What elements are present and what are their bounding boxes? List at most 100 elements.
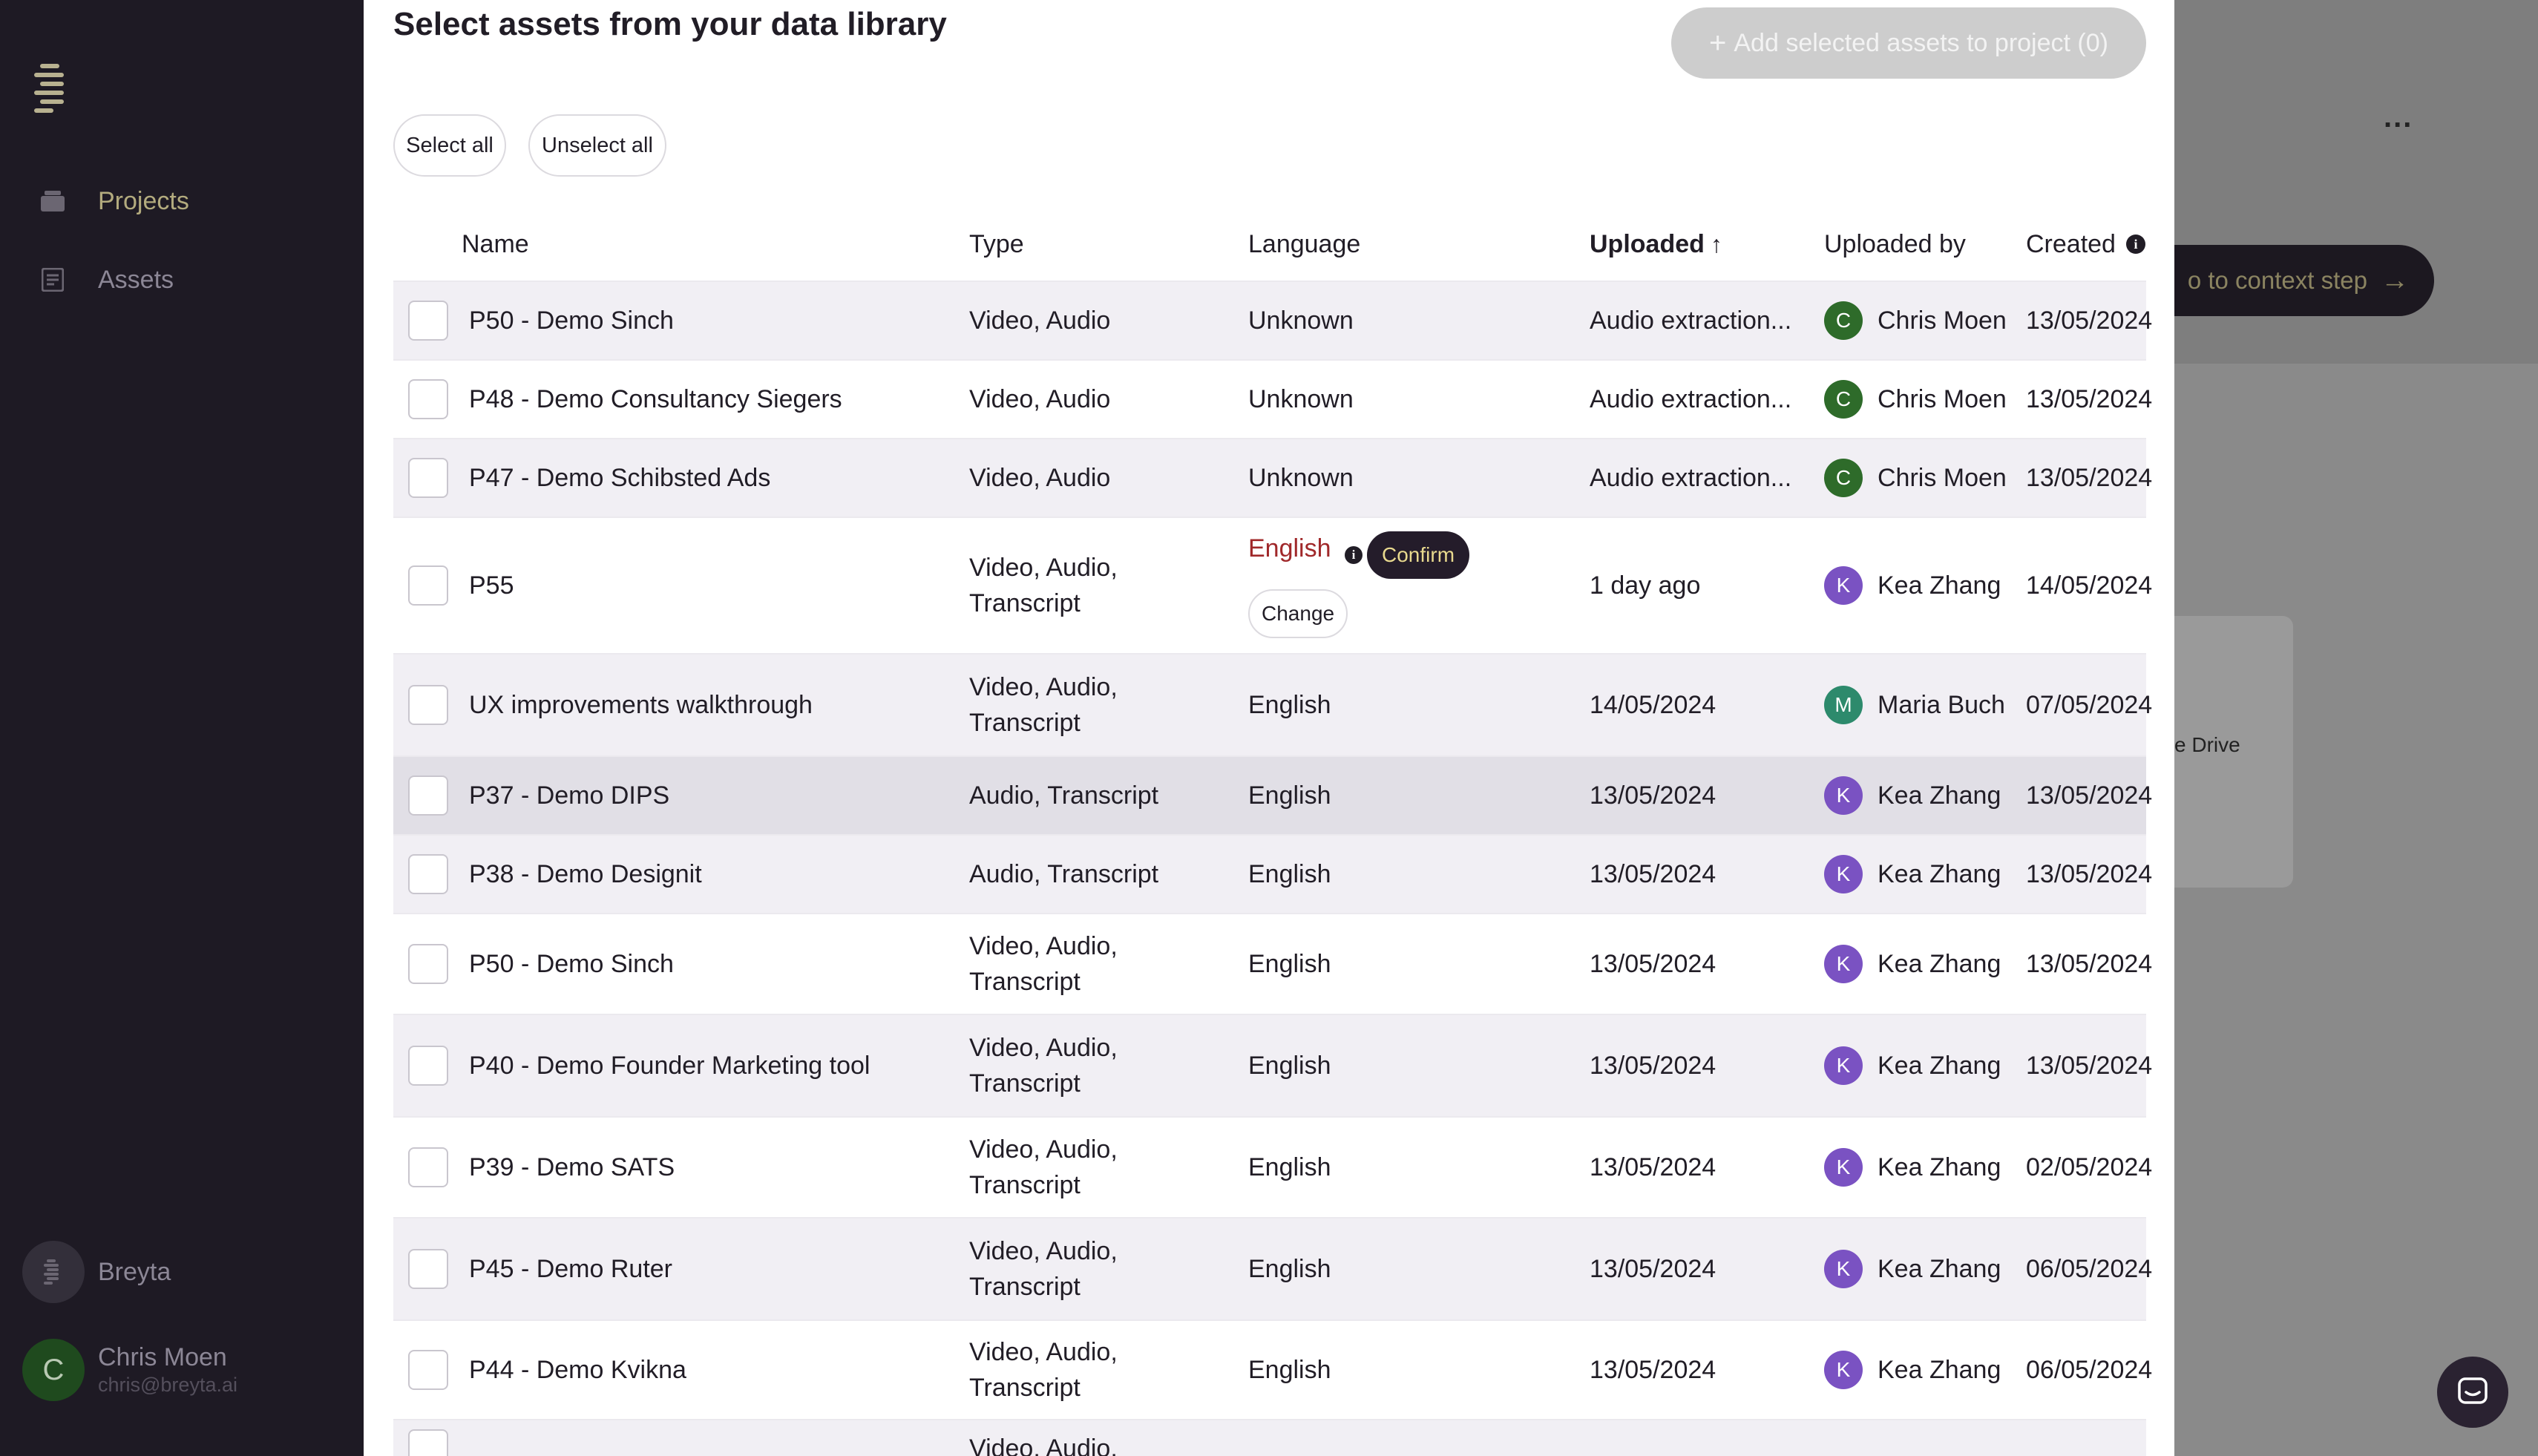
sidebar-item-assets[interactable]: Assets <box>37 258 174 302</box>
uploader-name: Chris Moen <box>1878 464 2007 492</box>
avatar: C <box>1824 459 1863 497</box>
row-checkbox[interactable] <box>408 685 448 725</box>
asset-type-text: Video, Audio, Transcript <box>969 1338 1118 1402</box>
asset-name-text: UX improvements walkthrough <box>469 691 813 719</box>
arrow-right-icon: → <box>2381 264 2409 296</box>
asset-language: English <box>1248 836 1560 913</box>
row-checkbox[interactable] <box>408 1147 448 1187</box>
asset-type-text: Video, Audio <box>969 464 1111 492</box>
avatar: K <box>1824 566 1863 605</box>
table-row[interactable]: UX improvements walkthrough Video, Audio,… <box>393 653 2152 755</box>
asset-name: P40 - Demo Founder Marketing tool <box>469 1015 929 1116</box>
row-checkbox[interactable] <box>408 301 448 341</box>
row-checkbox[interactable] <box>408 775 448 816</box>
row-checkbox[interactable] <box>408 1350 448 1390</box>
asset-uploaded-by: C Chris Moen <box>1824 361 2032 438</box>
asset-language: English <box>1248 1219 1560 1319</box>
asset-type-text: Video, Audio <box>969 385 1111 413</box>
select-all-button[interactable]: Select all <box>393 114 506 177</box>
asset-type: Video, Audio, Transcript <box>969 1219 1222 1319</box>
avatar: K <box>1824 945 1863 983</box>
info-icon[interactable]: i <box>2125 235 2145 254</box>
asset-uploaded: Audio extraction... <box>1590 439 1812 517</box>
add-button-label: Add selected assets to project (0) <box>1734 28 2108 57</box>
row-checkbox[interactable] <box>408 458 448 498</box>
asset-uploaded-text: Audio extraction... <box>1590 464 1792 492</box>
row-checkbox[interactable] <box>408 944 448 984</box>
row-checkbox[interactable] <box>408 1429 448 1456</box>
asset-language-text: Unknown <box>1248 385 1354 413</box>
asset-name-text: P50 - Demo Sinch <box>469 306 674 335</box>
avatar: C <box>22 1339 85 1401</box>
table-row[interactable]: Video, Audio, <box>393 1419 2146 1456</box>
asset-name: P39 - Demo SATS <box>469 1118 929 1217</box>
asset-name-text: P48 - Demo Consultancy Siegers <box>469 385 842 413</box>
column-header-type[interactable]: Type <box>969 208 1024 281</box>
change-language-button[interactable]: Change <box>1248 589 1348 638</box>
column-header-uploaded[interactable]: Uploaded ↑ <box>1590 208 1722 281</box>
table-row[interactable]: P48 - Demo Consultancy Siegers Video, Aud… <box>393 359 2152 438</box>
sidebar-item-projects[interactable]: Projects <box>37 179 189 223</box>
user-profile[interactable]: C Chris Moen chris@breyta.ai <box>22 1339 237 1401</box>
sort-ascending-icon: ↑ <box>1710 230 1722 258</box>
row-checkbox[interactable] <box>408 1046 448 1086</box>
column-header-created[interactable]: Created i <box>2026 208 2145 281</box>
asset-name: P48 - Demo Consultancy Siegers <box>469 361 929 438</box>
asset-uploaded-text: 1 day ago <box>1590 571 1701 600</box>
table-row[interactable]: P37 - Demo DIPS Audio, Transcript English 1… <box>393 755 2152 834</box>
asset-uploaded-by: K Kea Zhang <box>1824 914 2032 1014</box>
language-info-wrap: i <box>1345 546 1363 564</box>
more-options-icon[interactable]: ... <box>2384 101 2413 134</box>
asset-language: English <box>1248 914 1560 1014</box>
row-checkbox[interactable] <box>408 854 448 894</box>
asset-uploaded-text: 13/05/2024 <box>1590 1153 1716 1181</box>
avatar: K <box>1824 1250 1863 1288</box>
table-row[interactable]: P50 - Demo Sinch Video, Audio, Transcript… <box>393 913 2152 1014</box>
workspace-name: Breyta <box>98 1257 171 1286</box>
folder-icon <box>37 186 68 217</box>
add-selected-assets-button[interactable]: + Add selected assets to project (0) <box>1671 7 2146 79</box>
row-checkbox[interactable] <box>408 1249 448 1289</box>
table-row[interactable]: P40 - Demo Founder Marketing tool Video, … <box>393 1014 2152 1116</box>
workspace-switcher[interactable]: Breyta <box>22 1241 171 1303</box>
table-row[interactable]: P50 - Demo Sinch Video, Audio Unknown Audio… <box>393 281 2152 359</box>
table-row[interactable]: P45 - Demo Ruter Video, Audio, Transcript… <box>393 1217 2152 1319</box>
go-to-context-step-button[interactable]: o to context step → <box>2100 245 2434 316</box>
select-assets-modal: Select assets from your data library + A… <box>364 0 2174 1456</box>
asset-uploaded: 13/05/2024 <box>1590 1118 1812 1217</box>
uploader-name: Kea Zhang <box>1878 950 2001 978</box>
row-checkbox[interactable] <box>408 565 448 606</box>
asset-created-text: 07/05/2024 <box>2026 691 2153 719</box>
asset-language <box>1248 1420 1560 1456</box>
unselect-all-button[interactable]: Unselect all <box>528 114 666 177</box>
asset-type-text: Video, Audio, Transcript <box>969 1135 1118 1199</box>
column-header-uploaded-by[interactable]: Uploaded by <box>1824 208 1966 281</box>
workspace-logo-icon <box>22 1241 85 1303</box>
table-row[interactable]: P55 Video, Audio, Transcript English i Confi… <box>393 517 2152 653</box>
table-row[interactable]: P47 - Demo Schibsted Ads Video, Audio Unkn… <box>393 438 2152 517</box>
asset-name <box>469 1420 929 1456</box>
asset-uploaded: 1 day ago <box>1590 518 1812 653</box>
asset-created: 13/05/2024 <box>2026 836 2160 913</box>
chat-launcher-button[interactable] <box>2437 1357 2508 1428</box>
table-row[interactable]: P44 - Demo Kvikna Video, Audio, Transcrip… <box>393 1319 2152 1419</box>
asset-language: English <box>1248 655 1560 755</box>
uploader-name: Kea Zhang <box>1878 571 2001 600</box>
asset-created-text: 13/05/2024 <box>2026 1052 2153 1080</box>
info-icon[interactable]: i <box>1345 546 1363 564</box>
asset-uploaded-text: 13/05/2024 <box>1590 950 1716 978</box>
row-checkbox[interactable] <box>408 379 448 419</box>
column-header-name[interactable]: Name <box>462 208 529 281</box>
table-row[interactable]: P39 - Demo SATS Video, Audio, Transcript E… <box>393 1116 2152 1217</box>
asset-language: Unknown <box>1248 282 1560 359</box>
breyta-logo-icon[interactable] <box>34 64 71 116</box>
sidebar: Projects Assets Breyta C Chris Moen chri… <box>0 0 364 1456</box>
table-row[interactable]: P38 - Demo Designit Audio, Transcript Engl… <box>393 834 2152 913</box>
asset-name: UX improvements walkthrough <box>469 655 929 755</box>
asset-name: P55 <box>469 518 929 653</box>
asset-language-text: English <box>1248 1255 1331 1283</box>
asset-type-text: Video, Audio, Transcript <box>969 554 1118 617</box>
column-header-language[interactable]: Language <box>1248 208 1360 281</box>
asset-uploaded: 13/05/2024 <box>1590 1219 1812 1319</box>
confirm-language-button[interactable]: Confirm <box>1367 531 1470 579</box>
